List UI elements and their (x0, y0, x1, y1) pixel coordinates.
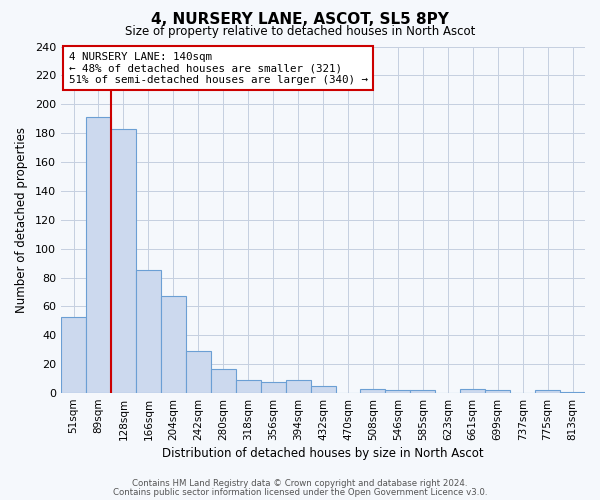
Bar (211, 368, 236, 393)
Bar (485, 390, 510, 393)
Bar (311, 386, 335, 393)
Bar (236, 380, 260, 393)
Bar (111, 129, 136, 393)
Bar (560, 392, 585, 393)
Y-axis label: Number of detached properties: Number of detached properties (15, 127, 28, 313)
Bar (86, 118, 111, 393)
Bar (260, 382, 286, 393)
Text: 4, NURSERY LANE, ASCOT, SL5 8PY: 4, NURSERY LANE, ASCOT, SL5 8PY (151, 12, 449, 28)
Bar (136, 270, 161, 393)
Bar (385, 390, 410, 393)
X-axis label: Distribution of detached houses by size in North Ascot: Distribution of detached houses by size … (162, 447, 484, 460)
Bar (286, 380, 311, 393)
Bar (186, 351, 211, 393)
Bar (410, 390, 436, 393)
Text: Size of property relative to detached houses in North Ascot: Size of property relative to detached ho… (125, 25, 475, 38)
Bar (460, 388, 485, 393)
Bar (361, 388, 385, 393)
Bar (535, 390, 560, 393)
Text: Contains HM Land Registry data © Crown copyright and database right 2024.: Contains HM Land Registry data © Crown c… (132, 479, 468, 488)
Bar (161, 296, 186, 393)
Bar (61, 316, 86, 393)
Text: 4 NURSERY LANE: 140sqm
← 48% of detached houses are smaller (321)
51% of semi-de: 4 NURSERY LANE: 140sqm ← 48% of detached… (69, 52, 368, 85)
Text: Contains public sector information licensed under the Open Government Licence v3: Contains public sector information licen… (113, 488, 487, 497)
